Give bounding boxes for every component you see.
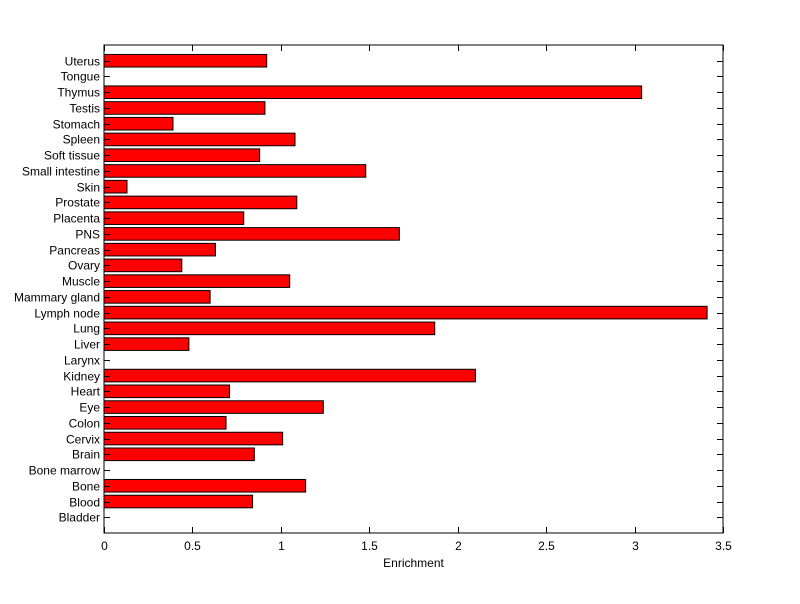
bar-soft-tissue [103, 148, 261, 162]
y-tick-label: Heart [71, 385, 101, 399]
y-tick-label: Stomach [53, 118, 100, 132]
x-tick-label: 3 [632, 539, 639, 553]
x-tick-label: 2.5 [538, 539, 555, 553]
bar-stomach [103, 116, 174, 131]
y-tick-label: Uterus [65, 55, 100, 69]
x-axis-label: Enrichment [383, 556, 444, 570]
y-tick-label: Brain [72, 448, 100, 462]
bar-cervix [103, 431, 284, 446]
plot-frame [103, 44, 724, 534]
bar-muscle [103, 274, 291, 288]
bar-blood [103, 494, 254, 509]
y-tick-label: Kidney [63, 370, 100, 384]
bar-eye [103, 400, 324, 414]
y-tick-label: Pancreas [49, 244, 100, 258]
y-tick-label: Lung [73, 322, 100, 336]
bar-testis [103, 101, 266, 115]
y-tick-label: Cervix [66, 433, 100, 447]
y-tick-label: Larynx [64, 354, 100, 368]
y-tick-label: Eye [79, 401, 100, 415]
bar-colon [103, 416, 227, 430]
bar-pns [103, 227, 400, 241]
bar-ovary [103, 258, 183, 273]
y-tick-label: Muscle [62, 275, 100, 289]
y-tick-label: Prostate [55, 196, 100, 210]
x-tick-label: 0 [101, 539, 108, 553]
bar-bone [103, 478, 307, 493]
bar-lymph-node [103, 305, 708, 320]
bar-mammary-gland [103, 290, 211, 304]
y-tick-label: Small intestine [22, 165, 100, 179]
y-tick-label: Soft tissue [44, 149, 100, 163]
y-tick-label: Spleen [63, 133, 100, 147]
y-tick-label: Thymus [57, 86, 100, 100]
bar-heart [103, 384, 231, 399]
bar-pancreas [103, 242, 216, 257]
bar-skin [103, 179, 128, 194]
bar-liver [103, 337, 190, 351]
y-tick-label: Mammary gland [14, 291, 100, 305]
bar-thymus [103, 85, 643, 100]
y-tick-label: Ovary [68, 259, 100, 273]
x-tick-label: 1 [278, 539, 285, 553]
y-tick-label: Bone [72, 480, 100, 494]
x-tick-label: 2 [455, 539, 462, 553]
y-tick-label: PNS [75, 228, 100, 242]
bar-prostate [103, 195, 298, 210]
x-tick-label: 3.5 [715, 539, 732, 553]
bar-brain [103, 447, 255, 462]
y-tick-label: Bone marrow [29, 464, 101, 478]
bar-placenta [103, 211, 245, 225]
y-tick-label: Colon [69, 417, 100, 431]
bar-lung [103, 321, 436, 336]
y-tick-label: Skin [77, 181, 100, 195]
y-tick-label: Liver [74, 338, 100, 352]
y-tick-label: Testis [69, 102, 100, 116]
y-tick-label: Tongue [61, 70, 101, 84]
x-tick-label: 0.5 [184, 539, 201, 553]
y-tick-label: Placenta [53, 212, 100, 226]
y-tick-label: Bladder [59, 511, 100, 525]
bar-kidney [103, 368, 476, 383]
bar-small-intestine [103, 164, 367, 178]
bar-uterus [103, 53, 268, 68]
bar-spleen [103, 132, 296, 147]
x-tick-label: 1.5 [361, 539, 378, 553]
y-tick-label: Lymph node [34, 307, 100, 321]
y-tick-label: Blood [69, 496, 100, 510]
